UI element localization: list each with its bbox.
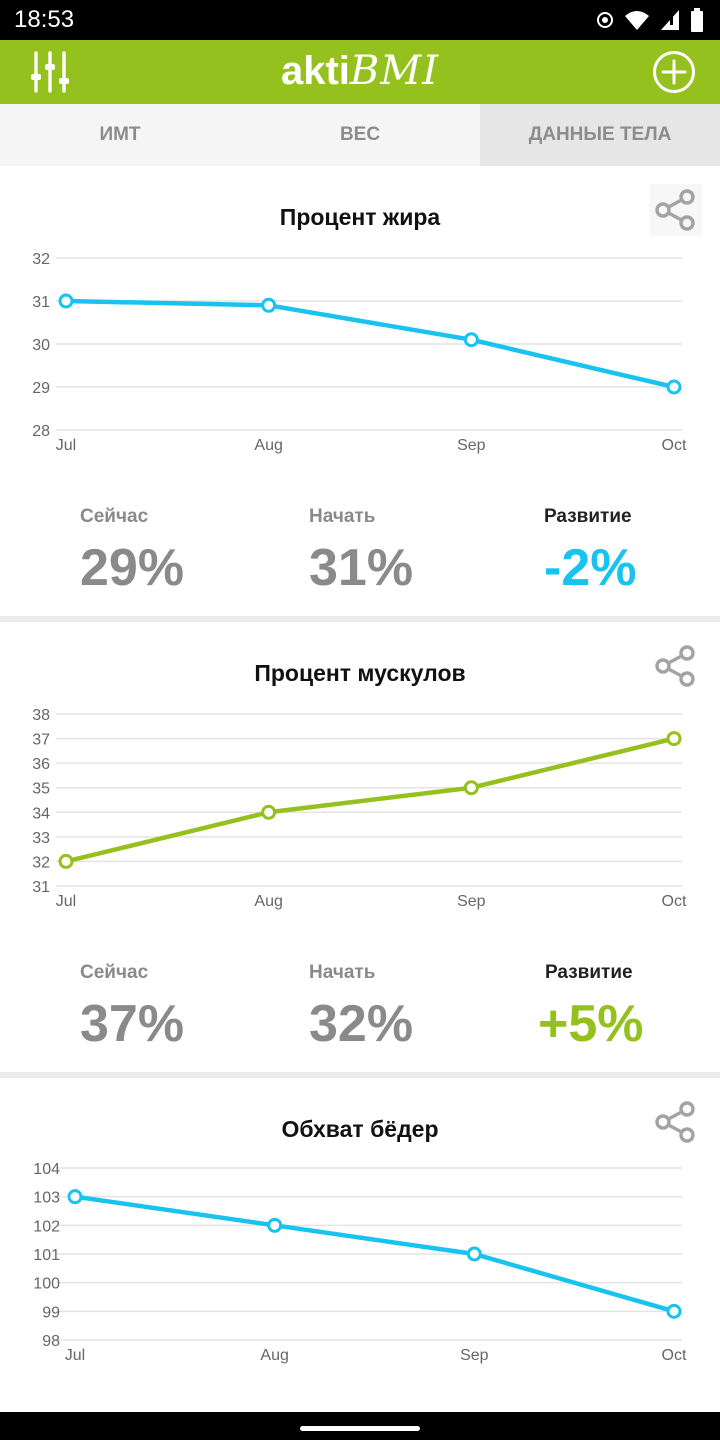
stats-row: Сейчас 37% Начать 32% Развитие +5% [0, 962, 720, 1072]
data-point [267, 1217, 283, 1233]
battery-icon [691, 8, 703, 32]
data-point [666, 1303, 682, 1319]
y-tick-label: 36 [32, 756, 50, 773]
y-tick-label: 102 [33, 1218, 60, 1235]
x-tick-label: Jul [65, 1347, 85, 1364]
share-icon[interactable] [650, 184, 702, 236]
notification-icon [597, 12, 613, 28]
data-point [261, 804, 277, 820]
data-point [67, 1189, 83, 1205]
y-tick-label: 100 [33, 1276, 60, 1293]
y-tick-label: 104 [33, 1161, 60, 1178]
stats-row: Сейчас 29% Начать 31% Развитие -2% [0, 506, 720, 616]
tab-bar: ИМТ ВЕС ДАННЫЕ ТЕЛА [0, 104, 720, 166]
y-tick-label: 28 [32, 423, 50, 440]
series-line [65, 736, 675, 864]
data-point [666, 379, 682, 395]
stat-start-label: Начать [309, 962, 376, 983]
signal-icon [661, 10, 679, 30]
data-point [463, 780, 479, 796]
x-tick-label: Sep [460, 1347, 489, 1364]
settings-sliders-icon[interactable] [28, 50, 72, 94]
stat-now-value: 37% [80, 995, 185, 1053]
stat-start-label: Начать [309, 506, 376, 527]
stat-progress-value: +5% [538, 995, 644, 1053]
stat-now: Сейчас 37% [80, 962, 300, 1054]
fat-percent-card: Процент жира 28 29 30 31 32 Jul Aug Sep Oct Сейч… [0, 166, 720, 616]
y-tick-label: 101 [33, 1247, 60, 1264]
x-tick-label: Aug [260, 1347, 288, 1364]
x-tick-label: Oct [662, 437, 687, 454]
y-tick-label: 31 [32, 879, 50, 896]
x-tick-label: Aug [254, 437, 282, 454]
card-title: Процент жира [279, 204, 441, 230]
stat-progress: Развитие +5% [538, 962, 720, 1054]
share-icon[interactable] [650, 1096, 702, 1148]
series-line [65, 298, 675, 390]
add-circle-icon[interactable] [652, 50, 696, 94]
muscle-percent-card: Процент мускулов 31 32 33 34 35 36 37 38 Jul Aug S… [0, 622, 720, 1072]
stat-start: Начать 32% [309, 962, 529, 1054]
y-tick-label: 31 [32, 294, 50, 311]
card-title: Процент мускулов [254, 660, 466, 686]
stat-now: Сейчас 29% [80, 506, 300, 598]
status-icons [596, 8, 704, 32]
x-tick-label: Oct [662, 1347, 687, 1364]
x-tick-label: Sep [457, 437, 486, 454]
data-point [466, 1246, 482, 1262]
y-tick-label: 32 [32, 251, 50, 268]
wifi-icon [625, 11, 649, 30]
data-point [261, 297, 277, 313]
app-bar: aktiBMI [0, 40, 720, 104]
stat-progress: Развитие -2% [544, 506, 720, 598]
app-logo: aktiBMI [0, 48, 720, 94]
status-time: 18:53 [14, 6, 75, 33]
share-icon[interactable] [650, 640, 702, 692]
y-tick-label: 37 [32, 732, 50, 749]
y-tick-label: 30 [32, 337, 50, 354]
system-nav-bar [0, 1412, 720, 1440]
logo-bold: akti [280, 49, 350, 93]
y-tick-label: 32 [32, 854, 50, 871]
status-bar: 18:53 [0, 0, 720, 40]
y-tick-label: 98 [42, 1333, 60, 1350]
y-tick-label: 35 [32, 781, 50, 798]
data-point [463, 332, 479, 348]
card-title: Обхват бёдер [281, 1116, 439, 1142]
stat-start: Начать 31% [309, 506, 529, 598]
hip-circumference-chart: 98 99 100 101 102 103 104 Jul Aug Sep Oct [33, 1161, 687, 1364]
tab-bmi[interactable]: ИМТ [99, 124, 141, 145]
y-tick-label: 38 [32, 707, 50, 724]
stat-progress-label: Развитие [545, 962, 633, 983]
stat-now-label: Сейчас [80, 962, 149, 983]
x-tick-label: Jul [56, 893, 76, 910]
muscle-percent-chart: 31 32 33 34 35 36 37 38 Jul Aug Sep Oct [32, 707, 687, 910]
y-tick-label: 103 [33, 1190, 60, 1207]
home-gesture-pill[interactable] [300, 1426, 420, 1431]
hip-circumference-card: Обхват бёдер 98 99 100 101 102 103 104 Jul Aug Se… [0, 1078, 720, 1412]
stat-start-value: 32% [309, 995, 414, 1053]
x-tick-label: Jul [56, 437, 76, 454]
y-tick-label: 33 [32, 830, 50, 847]
x-tick-label: Oct [662, 893, 687, 910]
stat-now-value: 29% [80, 539, 185, 597]
tab-weight[interactable]: ВЕС [339, 124, 381, 145]
y-tick-label: 29 [32, 380, 50, 397]
y-tick-label: 99 [42, 1304, 60, 1321]
stat-now-label: Сейчас [80, 506, 149, 527]
y-tick-label: 34 [32, 805, 50, 822]
logo-script: BMI [349, 48, 440, 94]
data-point [666, 731, 682, 747]
stat-progress-label: Развитие [544, 506, 632, 527]
tab-body-data[interactable]: ДАННЫЕ ТЕЛА [480, 104, 720, 166]
data-point [58, 293, 74, 309]
stat-start-value: 31% [309, 539, 414, 597]
stat-progress-value: -2% [544, 539, 637, 597]
data-point [58, 853, 74, 869]
x-tick-label: Sep [457, 893, 486, 910]
fat-percent-chart: 28 29 30 31 32 Jul Aug Sep Oct [32, 251, 687, 454]
series-line [74, 1194, 675, 1314]
x-tick-label: Aug [254, 893, 282, 910]
